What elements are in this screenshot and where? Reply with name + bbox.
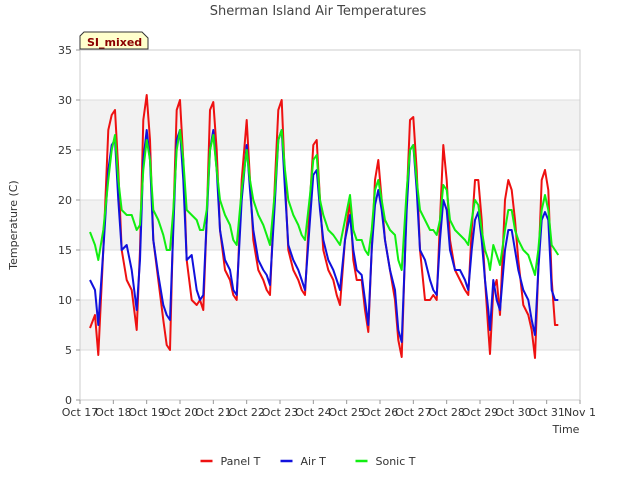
plot-band xyxy=(80,100,580,150)
x-tick-label: Oct 18 xyxy=(95,406,132,419)
x-tick-label: Oct 23 xyxy=(262,406,299,419)
y-tick-label: 15 xyxy=(58,244,72,257)
y-tick-label: 5 xyxy=(65,344,72,357)
legend-label-sonic-t: Sonic T xyxy=(376,455,416,468)
x-tick-label: Oct 26 xyxy=(362,406,399,419)
legend: Panel T Air T Sonic T xyxy=(200,455,416,468)
plot-background-bands xyxy=(80,100,580,350)
y-axis-ticks: 0 5 10 15 20 25 30 35 xyxy=(58,44,80,407)
series-lines xyxy=(89,94,560,359)
y-tick-label: 30 xyxy=(58,94,72,107)
x-tick-label: Nov 1 xyxy=(564,406,596,419)
y-axis-title: Temperature (C) xyxy=(7,180,20,270)
site-badge: SI_mixed xyxy=(79,31,149,50)
x-tick-label: Oct 31 xyxy=(528,406,565,419)
x-tick-label: Oct 19 xyxy=(128,406,165,419)
x-tick-label: Oct 28 xyxy=(428,406,465,419)
x-tick-label: Oct 27 xyxy=(395,406,432,419)
series-line-air-t xyxy=(89,129,559,343)
chart-title: Sherman Island Air Temperatures xyxy=(210,4,427,19)
x-tick-label: Oct 25 xyxy=(328,406,365,419)
site-badge-box xyxy=(79,31,149,50)
y-tick-label: 20 xyxy=(58,194,72,207)
y-tick-label: 35 xyxy=(58,44,72,57)
plot-band xyxy=(80,200,580,250)
x-tick-label: Oct 30 xyxy=(495,406,532,419)
x-tick-label: Oct 17 xyxy=(62,406,99,419)
plot-frame xyxy=(79,49,581,401)
site-badge-label: SI_mixed xyxy=(87,36,142,49)
x-tick-label: Oct 21 xyxy=(195,406,232,419)
x-tick-label: Oct 20 xyxy=(162,406,199,419)
x-axis-title: Time xyxy=(552,423,580,436)
y-tick-label: 25 xyxy=(58,144,72,157)
legend-label-panel-t: Panel T xyxy=(221,455,261,468)
x-tick-label: Oct 29 xyxy=(462,406,499,419)
x-tick-label: Oct 22 xyxy=(228,406,265,419)
x-tick-label: Oct 24 xyxy=(295,406,332,419)
y-tick-label: 0 xyxy=(65,394,72,407)
legend-label-air-t: Air T xyxy=(301,455,327,468)
plot-band xyxy=(80,300,580,350)
y-tick-label: 10 xyxy=(58,294,72,307)
series-line-sonic-t xyxy=(89,129,560,276)
